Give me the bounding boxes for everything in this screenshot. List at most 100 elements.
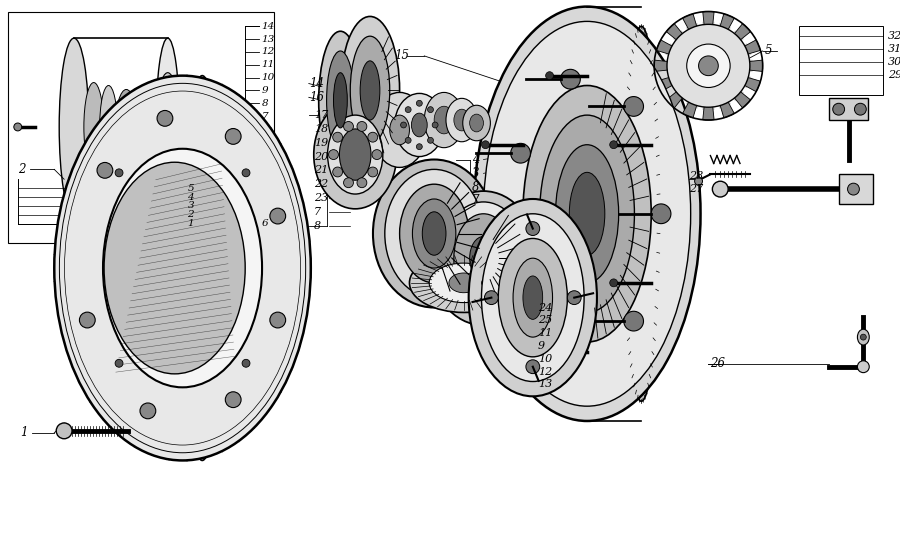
Circle shape <box>14 123 22 131</box>
Text: 13: 13 <box>262 35 274 43</box>
Ellipse shape <box>523 85 652 342</box>
Circle shape <box>97 162 112 178</box>
Ellipse shape <box>454 214 513 302</box>
Bar <box>799 26 883 96</box>
Circle shape <box>328 150 338 160</box>
Circle shape <box>368 167 378 177</box>
Ellipse shape <box>424 92 464 148</box>
Circle shape <box>482 141 490 149</box>
Text: 1: 1 <box>187 219 194 228</box>
Ellipse shape <box>434 106 454 134</box>
Text: 28: 28 <box>688 171 703 181</box>
Ellipse shape <box>385 169 483 298</box>
Ellipse shape <box>350 36 390 145</box>
Ellipse shape <box>156 38 180 216</box>
Circle shape <box>333 167 343 177</box>
Circle shape <box>357 122 367 131</box>
Circle shape <box>270 208 285 224</box>
Circle shape <box>344 178 354 188</box>
Circle shape <box>667 24 750 107</box>
Text: 12: 12 <box>262 47 274 56</box>
Circle shape <box>400 122 407 128</box>
Text: 8: 8 <box>472 181 479 194</box>
Ellipse shape <box>482 214 584 382</box>
Ellipse shape <box>319 31 362 169</box>
Circle shape <box>510 143 530 163</box>
Circle shape <box>432 122 438 128</box>
Ellipse shape <box>115 90 137 165</box>
Text: 30: 30 <box>888 57 900 67</box>
Wedge shape <box>708 40 760 66</box>
Text: 16: 16 <box>309 91 324 104</box>
Ellipse shape <box>429 191 537 325</box>
Text: 5: 5 <box>765 45 772 58</box>
Ellipse shape <box>395 93 444 156</box>
Text: 10: 10 <box>262 73 274 82</box>
Circle shape <box>242 359 250 367</box>
Circle shape <box>526 222 540 236</box>
Circle shape <box>510 264 530 284</box>
Ellipse shape <box>441 202 526 314</box>
Ellipse shape <box>156 73 180 181</box>
Circle shape <box>140 403 156 419</box>
Wedge shape <box>654 60 708 72</box>
Wedge shape <box>682 14 708 66</box>
Bar <box>829 98 868 120</box>
Circle shape <box>687 44 730 87</box>
Ellipse shape <box>59 38 89 216</box>
Ellipse shape <box>400 184 469 283</box>
Ellipse shape <box>446 98 478 142</box>
Ellipse shape <box>473 7 700 421</box>
Wedge shape <box>703 66 714 120</box>
Ellipse shape <box>422 212 446 255</box>
Circle shape <box>428 137 434 143</box>
Circle shape <box>609 141 617 149</box>
Circle shape <box>79 312 95 328</box>
Ellipse shape <box>469 199 597 396</box>
Circle shape <box>858 361 869 372</box>
Ellipse shape <box>328 115 382 194</box>
Text: 11: 11 <box>262 60 274 70</box>
Ellipse shape <box>103 149 262 387</box>
Circle shape <box>624 97 644 116</box>
Wedge shape <box>666 66 708 108</box>
Text: 18: 18 <box>314 124 328 134</box>
Text: 8: 8 <box>314 220 321 231</box>
Circle shape <box>157 110 173 127</box>
Text: 31: 31 <box>888 44 900 54</box>
Ellipse shape <box>133 96 149 159</box>
Wedge shape <box>703 11 714 66</box>
Text: 27: 27 <box>688 184 703 194</box>
Wedge shape <box>708 60 762 72</box>
Circle shape <box>609 279 617 287</box>
Ellipse shape <box>449 273 479 293</box>
Text: 32: 32 <box>888 31 900 41</box>
Circle shape <box>225 392 241 408</box>
Text: 5: 5 <box>187 184 194 193</box>
Text: 14: 14 <box>309 77 324 90</box>
Circle shape <box>713 181 728 197</box>
Ellipse shape <box>54 75 310 460</box>
Ellipse shape <box>483 21 690 406</box>
Ellipse shape <box>470 236 498 280</box>
Bar <box>839 174 873 204</box>
Ellipse shape <box>334 73 347 128</box>
Text: 7: 7 <box>472 194 479 207</box>
Ellipse shape <box>858 329 869 345</box>
Ellipse shape <box>429 263 499 302</box>
Ellipse shape <box>523 276 543 319</box>
Text: 4: 4 <box>187 193 194 201</box>
Wedge shape <box>666 23 708 66</box>
Wedge shape <box>656 66 708 92</box>
Text: 11: 11 <box>537 328 552 338</box>
Text: 1: 1 <box>20 426 27 439</box>
Text: 26: 26 <box>710 357 725 370</box>
Circle shape <box>417 144 422 150</box>
Wedge shape <box>708 66 751 108</box>
Wedge shape <box>708 30 744 66</box>
Wedge shape <box>702 66 715 110</box>
Wedge shape <box>656 40 708 66</box>
Circle shape <box>372 150 382 160</box>
Ellipse shape <box>499 238 567 357</box>
Text: 10: 10 <box>537 354 552 364</box>
